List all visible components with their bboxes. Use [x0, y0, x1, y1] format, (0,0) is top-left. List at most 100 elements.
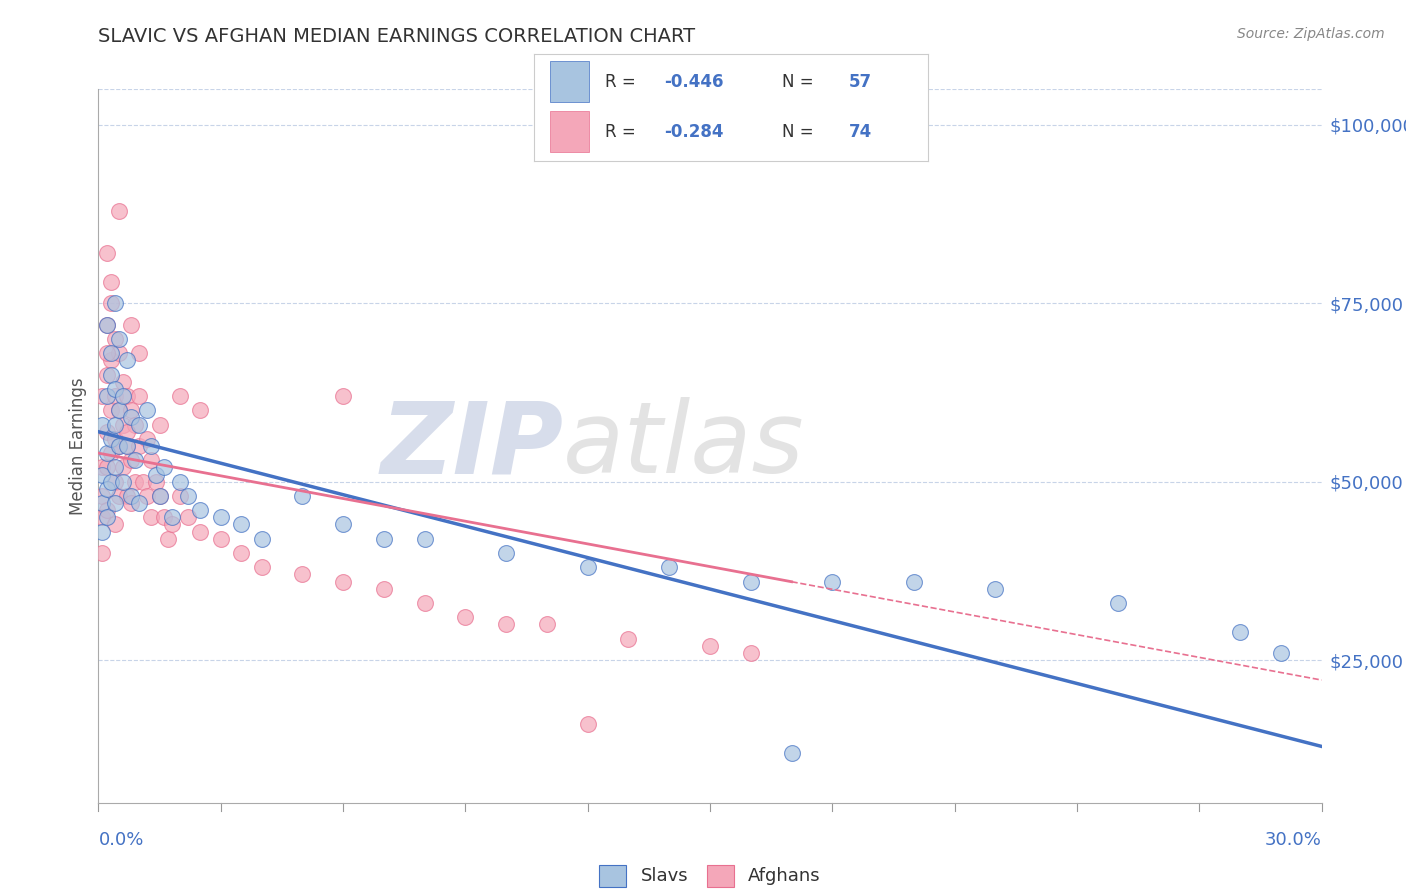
Point: [1270, 646, 1292, 660]
Point: [104, 382, 127, 396]
Point: [111, 389, 134, 403]
Point: [145, 467, 167, 482]
Point: [169, 389, 191, 403]
Text: N =: N =: [782, 123, 820, 141]
Point: [209, 532, 232, 546]
Point: [780, 746, 803, 760]
Point: [104, 332, 127, 346]
Point: [91, 467, 114, 482]
Text: R =: R =: [605, 73, 641, 91]
Point: [1107, 596, 1129, 610]
Point: [128, 439, 150, 453]
Point: [104, 475, 127, 489]
Point: [332, 517, 354, 532]
Point: [177, 510, 200, 524]
Point: [576, 717, 599, 731]
Point: [96, 510, 118, 524]
Point: [111, 375, 134, 389]
Text: SLAVIC VS AFGHAN MEDIAN EARNINGS CORRELATION CHART: SLAVIC VS AFGHAN MEDIAN EARNINGS CORRELA…: [98, 27, 696, 45]
Text: -0.446: -0.446: [664, 73, 724, 91]
Point: [108, 203, 131, 218]
Point: [120, 318, 142, 332]
Point: [91, 546, 114, 560]
Point: [332, 574, 354, 589]
Point: [115, 489, 138, 503]
Point: [115, 425, 138, 439]
Point: [132, 475, 155, 489]
Point: [111, 475, 134, 489]
Text: R =: R =: [605, 123, 641, 141]
Point: [617, 632, 640, 646]
Point: [291, 489, 314, 503]
Point: [152, 510, 174, 524]
Text: 74: 74: [849, 123, 873, 141]
Point: [250, 532, 273, 546]
Point: [124, 417, 146, 432]
Point: [115, 439, 138, 453]
Point: [821, 574, 844, 589]
Point: [128, 346, 150, 360]
Point: [100, 296, 122, 310]
Point: [96, 246, 118, 260]
Point: [100, 346, 122, 360]
Point: [231, 517, 253, 532]
Point: [108, 489, 131, 503]
Point: [100, 446, 122, 460]
Point: [124, 453, 146, 467]
Point: [96, 368, 118, 382]
Point: [104, 389, 127, 403]
Point: [115, 389, 138, 403]
Point: [160, 517, 183, 532]
Point: [145, 475, 167, 489]
Point: [108, 403, 131, 417]
Point: [100, 403, 122, 417]
Point: [120, 403, 142, 417]
Point: [740, 646, 762, 660]
Point: [495, 617, 517, 632]
Point: [100, 368, 122, 382]
Bar: [550, 61, 589, 102]
Point: [96, 425, 118, 439]
Point: [108, 403, 131, 417]
Point: [188, 524, 212, 539]
Bar: [550, 112, 589, 152]
Point: [104, 417, 127, 432]
Point: [96, 503, 118, 517]
Point: [141, 439, 163, 453]
Point: [141, 510, 163, 524]
Legend: Slavs, Afghans: Slavs, Afghans: [599, 864, 821, 887]
Point: [96, 346, 118, 360]
Point: [91, 510, 114, 524]
Point: [128, 496, 150, 510]
Point: [91, 524, 114, 539]
Text: 0.0%: 0.0%: [98, 831, 143, 849]
Point: [373, 582, 395, 596]
Point: [160, 510, 183, 524]
Point: [111, 460, 134, 475]
Point: [100, 475, 122, 489]
Point: [169, 475, 191, 489]
Text: -0.284: -0.284: [664, 123, 724, 141]
Point: [120, 496, 142, 510]
Point: [120, 489, 142, 503]
Point: [96, 318, 118, 332]
Text: atlas: atlas: [564, 398, 804, 494]
Point: [141, 453, 163, 467]
Point: [100, 353, 122, 368]
Point: [149, 417, 172, 432]
Point: [149, 489, 172, 503]
Point: [120, 410, 142, 425]
Point: [149, 489, 172, 503]
Point: [108, 439, 131, 453]
Point: [536, 617, 558, 632]
Point: [373, 532, 395, 546]
Text: N =: N =: [782, 73, 820, 91]
Text: 57: 57: [849, 73, 872, 91]
Point: [91, 417, 114, 432]
Point: [188, 503, 212, 517]
Point: [136, 489, 159, 503]
Point: [104, 296, 127, 310]
Point: [96, 460, 118, 475]
Point: [699, 639, 721, 653]
Point: [231, 546, 253, 560]
